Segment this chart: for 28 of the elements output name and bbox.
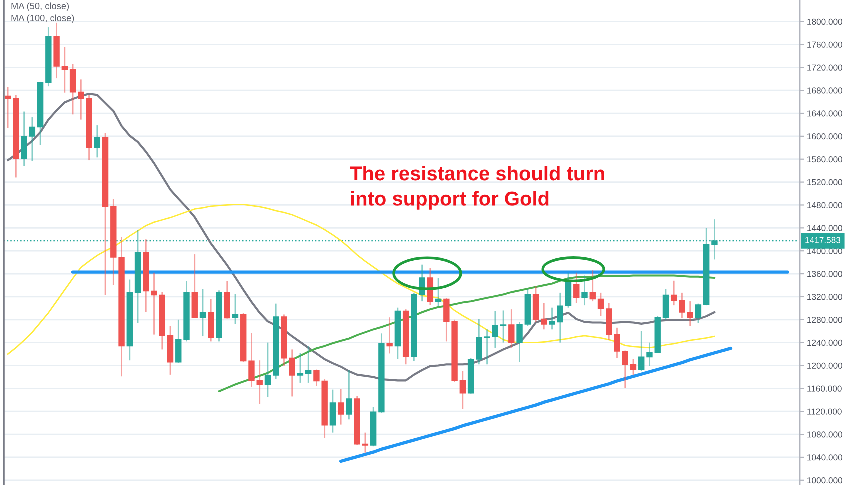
y-tick-label: 1520.000 [808,179,843,186]
y-tick-label: 1080.000 [808,432,843,438]
annotation: The resistance should turn into support for Gold [350,166,604,210]
y-tick-label: 1560.000 [808,156,843,163]
y-tick-label: 1320.000 [808,294,843,300]
y-tick-label: 1480.000 [808,202,843,208]
y-tick-label: 1720.000 [808,64,843,71]
line-series [339,346,733,464]
y-tick-label: 1280.000 [808,317,843,324]
ref-line-label: 1417.583 [806,237,841,244]
y-tick-label: 1120.000 [808,408,842,415]
y-tick-label: 1240.000 [808,340,843,346]
y-tick-label: 1360.000 [808,271,843,278]
y-tick-label: 1800.000 [808,18,843,25]
y-tick-label: 1640.000 [808,110,843,117]
annotation: MA (50, close) [12,2,70,12]
y-tick-label: 1440.000 [808,225,843,232]
annotation: MA (100, close) [12,14,74,24]
y-tick-label: 1400.000 [808,248,843,254]
y-tick-label: 1160.000 [808,386,842,392]
y-tick-label: 1040.000 [808,454,843,461]
line-series [218,274,716,393]
y-tick-label: 1000.000 [808,478,843,484]
y-tick-label: 1760.000 [808,42,843,48]
line-series [7,92,716,382]
y-tick-label: 1600.000 [808,134,843,140]
y-tick-label: 1200.000 [808,362,843,369]
y-tick-label: 1680.000 [808,88,843,94]
